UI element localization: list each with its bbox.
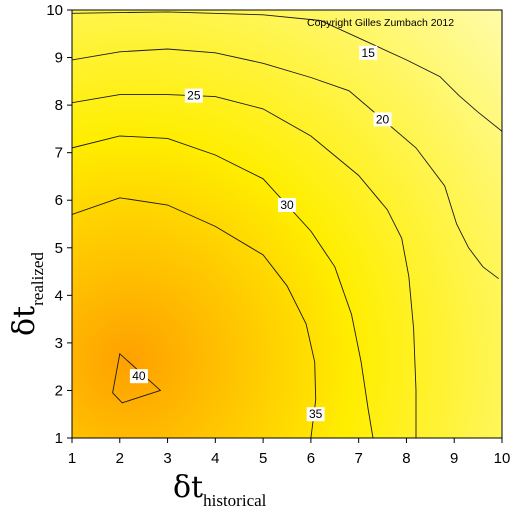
x-axis-ticks: 1 2 3 4 5 6 7 8 9 10	[68, 438, 511, 467]
contour-line-30	[72, 135, 374, 438]
y-tick-label: 2	[55, 382, 63, 399]
x-tick-label: 9	[450, 450, 458, 467]
y-tick-label: 6	[55, 192, 63, 209]
y-tick-label: 10	[46, 2, 63, 19]
contour-line-15	[72, 11, 502, 132]
plot-frame	[71, 9, 503, 439]
x-axis-label: δthistorical	[173, 470, 267, 510]
y-axis-label: δtrealized	[7, 252, 47, 336]
contour-label-bg-30	[278, 197, 296, 212]
y-tick-label: 9	[55, 50, 63, 67]
contour-label-40: 40	[132, 369, 146, 383]
x-tick-label: 2	[116, 450, 124, 467]
contour-lines	[72, 11, 502, 438]
heatmap-field	[72, 10, 502, 438]
y-tick-label: 1	[55, 430, 63, 447]
y-axis-ticks: 1 2 3 4 5 6 7 8 9 10	[46, 2, 72, 447]
contour-label-25: 25	[187, 89, 201, 103]
contour-line-35	[72, 197, 317, 438]
contour-label-bg-15	[359, 45, 378, 60]
x-tick-label: 5	[259, 450, 267, 467]
contour-label-30: 30	[280, 198, 294, 212]
contour-label-15: 15	[362, 46, 376, 60]
x-tick-label: 8	[402, 450, 410, 467]
y-tick-label: 5	[55, 240, 63, 257]
contour-line-20	[72, 48, 499, 280]
contour-label-35: 35	[309, 407, 323, 421]
x-tick-label: 6	[307, 450, 315, 467]
y-tick-label: 7	[55, 145, 63, 162]
contour-label-bg-40	[129, 369, 148, 384]
x-axis-symbol: δt	[173, 470, 203, 505]
x-axis-subscript: historical	[203, 491, 267, 510]
contour-label-bg-35	[306, 407, 325, 422]
y-tick-label: 3	[55, 335, 63, 352]
contour-label-bg-25	[184, 88, 203, 103]
contour-labels: 15 20 25 30 35 40	[129, 45, 392, 422]
copyright-text: Copyright Gilles Zumbach 2012	[307, 17, 454, 29]
x-tick-label: 1	[68, 450, 76, 467]
y-tick-label: 8	[55, 97, 63, 114]
contour-label-bg-20	[373, 112, 392, 127]
y-axis-subscript: realized	[28, 252, 47, 306]
x-tick-label: 10	[494, 450, 511, 467]
y-tick-label: 4	[55, 287, 63, 304]
x-tick-label: 3	[163, 450, 171, 467]
contour-label-20: 20	[376, 112, 390, 126]
x-tick-label: 7	[354, 450, 362, 467]
x-tick-label: 4	[211, 450, 219, 467]
contour-line-25	[72, 94, 417, 438]
y-axis-symbol: δt	[7, 306, 42, 336]
